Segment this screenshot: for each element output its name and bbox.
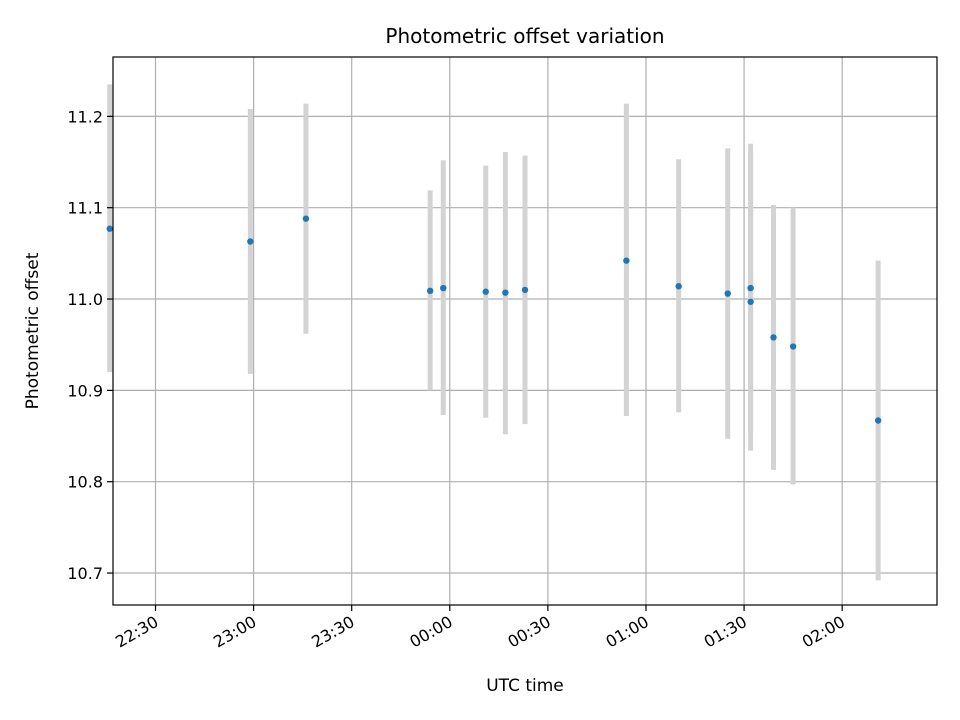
data-point [502,289,509,296]
data-point [247,238,254,245]
data-point [747,284,754,292]
data-point [302,215,310,222]
y-tick-label: 11.2 [67,107,103,126]
data-point [426,287,434,295]
x-axis-title: UTC time [486,676,564,696]
chart-title: Photometric offset variation [385,24,664,48]
y-axis-title: Photometric offset [23,252,43,409]
y-tick-label: 10.9 [67,381,103,400]
data-point [675,283,682,290]
data-points [106,215,882,424]
y-tick-label: 11.1 [67,199,103,218]
y-tick-label: 10.8 [67,473,103,492]
data-point [747,298,754,305]
y-axis-ticks: 10.7 10.8 10.9 11.0 11.1 11.2 [67,107,113,583]
data-point [770,334,777,341]
data-point [106,225,113,232]
data-point [623,257,630,264]
data-point [482,288,489,295]
data-point [789,343,797,350]
data-point [874,417,882,424]
data-point [440,284,447,292]
data-point [521,286,529,294]
y-tick-label: 10.7 [67,564,103,583]
plot-frame [112,56,938,606]
data-point [724,290,731,297]
y-tick-label: 11.0 [67,290,103,309]
